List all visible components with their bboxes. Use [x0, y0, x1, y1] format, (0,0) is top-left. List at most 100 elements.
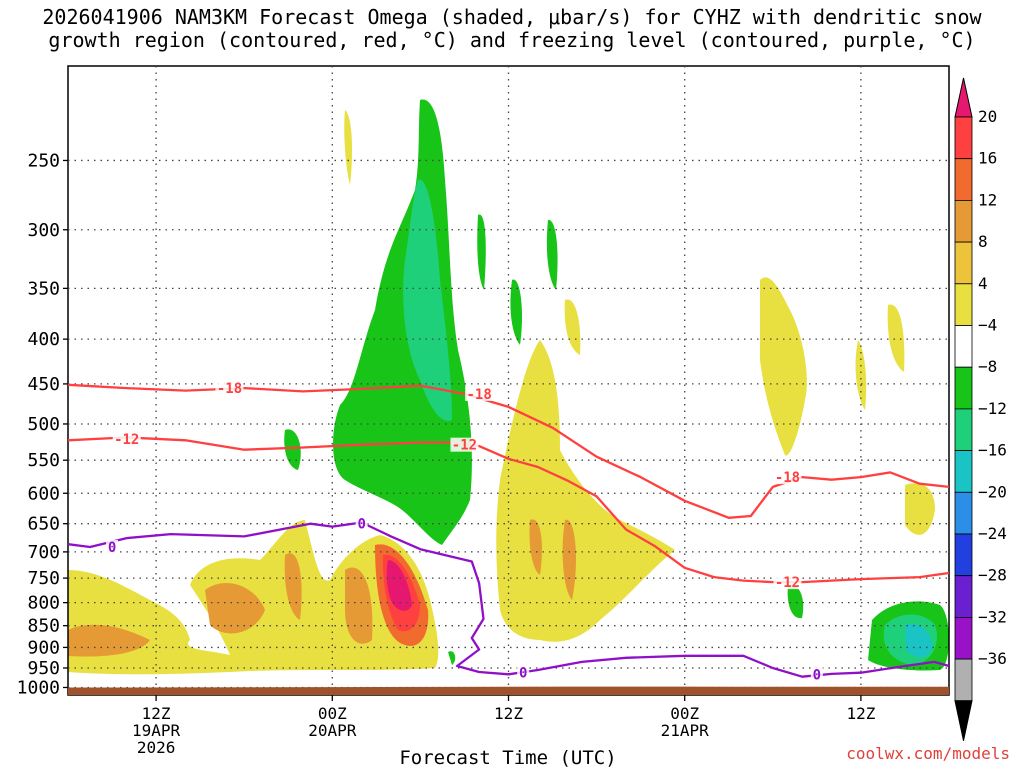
contour-label: -18 [775, 470, 800, 486]
colorbar-segment [954, 116, 973, 160]
colorbar-segment [954, 658, 973, 702]
y-tick-label: 600 [27, 483, 60, 504]
colorbar-label: 20 [978, 107, 997, 126]
colorbar-segment [954, 617, 973, 660]
colorbar-label: −36 [978, 649, 1007, 668]
y-tick-label: 250 [27, 150, 60, 171]
contour-line [68, 383, 949, 519]
temperature-contours [68, 383, 949, 678]
y-tick-label: 800 [27, 593, 60, 614]
colorbar-segment [954, 408, 973, 451]
colorbar-label: −20 [978, 482, 1007, 501]
x-tick-label: 00Z [318, 704, 347, 723]
x-tick-label: 00Z [670, 704, 699, 723]
colorbar-segment [954, 575, 973, 618]
colorbar-segment [954, 199, 973, 243]
colorbar-label: −24 [978, 524, 1007, 543]
contour-labels: -18 -18 -18 -12 -12 -12 0 0 0 0 [106, 381, 823, 683]
contour-label-background [773, 575, 802, 590]
omega-upward-4-8-small-2 [564, 299, 581, 355]
colorbar-label: −16 [978, 441, 1007, 460]
ground-fill [68, 686, 949, 695]
x-tick-label: 21APR [661, 721, 710, 740]
contour-label-background [215, 381, 244, 396]
colorbar-label: −12 [978, 399, 1007, 418]
contour-label: 0 [519, 665, 527, 681]
contour-label-background [773, 470, 802, 485]
y-tick-label: 300 [27, 220, 60, 241]
colorbar-label: −4 [978, 316, 997, 335]
y-tick-label: 900 [27, 637, 60, 658]
colorbar-label: −8 [978, 357, 997, 376]
chart-title-line-2: growth region (contoured, red, °C) and f… [48, 28, 976, 52]
y-tick-label: 850 [27, 616, 60, 637]
x-tick-label: 12Z [142, 704, 171, 723]
contour-label: -12 [114, 432, 139, 448]
omega-upward-4-8-small-3 [855, 340, 867, 410]
contour-label-background [112, 431, 141, 446]
colorbar-label: −32 [978, 607, 1007, 626]
omega-downward-4-8-main [333, 99, 472, 545]
colorbar-segment [954, 533, 973, 577]
contour-label-background [355, 516, 368, 531]
colorbar-segment [954, 325, 973, 368]
contour-label-background [810, 667, 823, 682]
y-tick-label: 1000 [17, 677, 60, 698]
y-tick-label: 650 [27, 514, 60, 535]
y-tick-label: 450 [27, 374, 60, 395]
contour-label-background [517, 665, 530, 680]
omega-downward-4-8-side-1 [284, 429, 301, 470]
colorbar-bottom-triangle [954, 700, 973, 741]
credit-link[interactable]: coolwx.com/models [846, 744, 1010, 763]
contour-label: -12 [775, 575, 800, 591]
y-tick-label: 500 [27, 414, 60, 435]
colorbar-label: 16 [978, 149, 997, 168]
colorbar-segment [954, 283, 973, 326]
contour-label: -12 [452, 438, 477, 454]
omega-upward-4-8-small-5 [905, 483, 935, 535]
omega-downward-4-8-side-4 [510, 279, 523, 345]
y-tick-label: 550 [27, 450, 60, 471]
x-tick-label: 12Z [846, 704, 875, 723]
colorbar-label: 4 [978, 274, 988, 293]
omega-downward-4-8-side-2 [477, 214, 486, 290]
omega-upward-4-8-small-4 [887, 304, 905, 372]
colorbar-top-triangle [954, 77, 973, 118]
x-tick-label: 2026 [137, 738, 176, 757]
x-tick-label: 20APR [308, 721, 357, 740]
colorbar-segment [954, 241, 973, 285]
colorbar-segment [954, 450, 973, 493]
contour-label-background [106, 539, 119, 554]
x-axis-title: Forecast Time (UTC) [399, 747, 616, 768]
gridlines [68, 66, 949, 695]
x-tick-label: 19APR [132, 721, 181, 740]
omega-downward-small-lowlevel [448, 651, 456, 665]
omega-downward-4-8-side-5 [787, 584, 804, 619]
contour-line [68, 436, 949, 584]
colorbar-segment [954, 491, 973, 535]
chart-title-line-1: 2026041906 NAM3KM Forecast Omega (shaded… [42, 5, 982, 29]
omega-upward-8-12-a [68, 624, 150, 657]
omega-upward-8-12-d [345, 567, 373, 644]
x-tick-label: 12Z [494, 704, 523, 723]
contour-label: 0 [813, 667, 821, 683]
contour-label: 0 [357, 517, 365, 533]
colorbar-legend: 20 16 12 8 4 −4 −8 −12 −16 −20 −24 −28 −32 −36 [954, 77, 1007, 741]
omega-upward-8-12-f [562, 519, 576, 600]
ground-surface [68, 686, 949, 695]
contour-line [68, 521, 949, 678]
contour-label-background [465, 386, 494, 401]
omega-downward-lowlevel-right-inner [905, 623, 932, 658]
y-tick-label: 350 [27, 278, 60, 299]
colorbar-label: 8 [978, 232, 988, 251]
colorbar-label: −28 [978, 566, 1007, 585]
y-tick-label: 950 [27, 658, 60, 679]
contour-label-background [450, 437, 479, 452]
omega-downward-4-8-side-3 [546, 219, 558, 290]
contour-label: 0 [108, 540, 116, 556]
contour-label: -18 [466, 387, 491, 403]
colorbar-segment [954, 366, 973, 410]
colorbar-segment [954, 158, 973, 201]
omega-upward-8-12-b [205, 582, 265, 634]
